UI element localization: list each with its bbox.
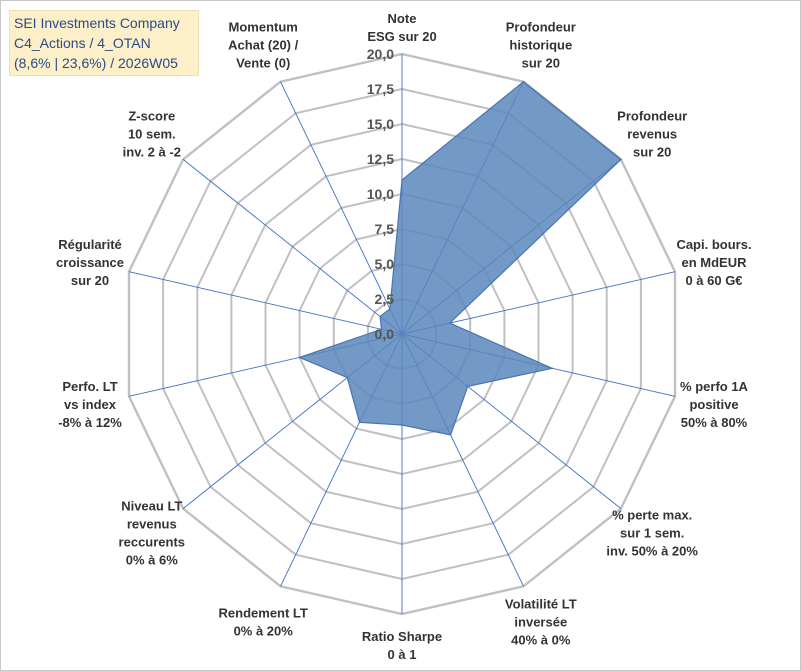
series-point bbox=[358, 421, 361, 424]
axis-label-line: inv. 2 à -2 bbox=[123, 144, 181, 159]
axis-label-line: 10 sem. bbox=[128, 126, 176, 141]
axis-label: Volatilité LT inversée 40% à 0% bbox=[505, 596, 577, 647]
axis-label-line: Rendement LT bbox=[219, 605, 308, 620]
series-point bbox=[522, 80, 525, 83]
radar-spoke bbox=[280, 81, 403, 335]
chart-title-box: SEI Investments Company C4_Actions / 4_O… bbox=[9, 10, 199, 76]
axis-label-line: historique bbox=[509, 38, 572, 53]
series-point bbox=[380, 328, 383, 331]
tick-label: 5,0 bbox=[375, 256, 395, 272]
axis-label-line: en MdEUR bbox=[682, 255, 748, 270]
axis-label: % perfo 1A positive 50% à 80% bbox=[680, 379, 749, 430]
axis-label: % perte max. sur 1 sem. inv. 50% à 20% bbox=[606, 508, 698, 559]
series-point bbox=[449, 322, 451, 324]
tick-label: 7,5 bbox=[375, 221, 395, 237]
tick-label: 17,5 bbox=[367, 81, 394, 97]
axis-label-line: 40% à 0% bbox=[511, 632, 571, 647]
series-point bbox=[551, 367, 553, 370]
axis-label-line: positive bbox=[689, 397, 738, 412]
tick-label: 0,0 bbox=[375, 326, 395, 342]
radar-spoke bbox=[128, 271, 403, 335]
radar-tick-labels: 0,0 2,5 5,0 7,5 10,0 12,5 15,0 17,5 20,0 bbox=[367, 46, 394, 342]
axis-label: Rendement LT 0% à 20% bbox=[219, 605, 308, 638]
radar-axis-labels: Note ESG sur 20 Profondeur historique sur 20… bbox=[56, 11, 752, 662]
axis-label-line: reccurents bbox=[119, 535, 185, 550]
axis-label-line: Note bbox=[388, 11, 417, 26]
axis-label: Z-score 10 sem. inv. 2 à -2 bbox=[123, 108, 181, 159]
axis-label-line: % perte max. bbox=[612, 508, 692, 523]
axis-label: Momentum Achat (20) / Vente (0) bbox=[228, 20, 298, 71]
axis-label-line: Z-score bbox=[128, 108, 175, 123]
tick-label: 2,5 bbox=[375, 291, 395, 307]
radar-series bbox=[297, 80, 622, 436]
tick-label: 20,0 bbox=[367, 46, 394, 62]
axis-label: Ratio Sharpe 0 à 1 bbox=[362, 629, 442, 662]
chart-title-line-3: (8,6% | 23,6%) / 2026W05 bbox=[14, 55, 178, 71]
axis-label-line: Capi. bours. bbox=[676, 237, 751, 252]
axis-label: Profondeur revenus sur 20 bbox=[617, 108, 687, 159]
axis-label: Niveau LT revenus reccurents 0% à 6% bbox=[119, 499, 185, 568]
axis-label-line: Régularité bbox=[58, 237, 122, 252]
axis-label-line: sur 1 sem. bbox=[620, 526, 684, 541]
chart-title-line-2: C4_Actions / 4_OTAN bbox=[14, 35, 151, 51]
axis-label-line: croissance bbox=[56, 255, 124, 270]
axis-label: Profondeur historique sur 20 bbox=[506, 20, 576, 71]
axis-label: Note ESG sur 20 bbox=[367, 11, 436, 44]
axis-label: Régularité croissance sur 20 bbox=[56, 237, 124, 288]
axis-label-line: Ratio Sharpe bbox=[362, 629, 442, 644]
axis-label-line: sur 20 bbox=[633, 144, 671, 159]
axis-label-line: Profondeur bbox=[506, 20, 576, 35]
tick-label: 12,5 bbox=[367, 151, 394, 167]
axis-label-line: Achat (20) / bbox=[228, 38, 298, 53]
axis-label: Perfo. LT vs index -8% à 12% bbox=[58, 379, 122, 430]
series-point bbox=[346, 376, 349, 379]
series-point bbox=[620, 158, 622, 161]
radar-spoke bbox=[182, 159, 403, 335]
axis-label-line: inv. 50% à 20% bbox=[606, 544, 698, 559]
axis-label-line: sur 20 bbox=[522, 56, 560, 71]
axis-label-line: Momentum bbox=[229, 20, 298, 35]
chart-title-line-1: SEI Investments Company bbox=[14, 15, 180, 31]
axis-label-line: Niveau LT bbox=[121, 499, 182, 514]
axis-label-line: vs index bbox=[64, 397, 117, 412]
axis-label-line: Perfo. LT bbox=[62, 379, 117, 394]
axis-label-line: inversée bbox=[514, 614, 567, 629]
axis-label-line: 50% à 80% bbox=[681, 415, 748, 430]
axis-label-line: 0 à 60 G€ bbox=[685, 273, 742, 288]
series-point bbox=[466, 385, 469, 388]
axis-label-line: ESG sur 20 bbox=[367, 29, 436, 44]
axis-label: Capi. bours. en MdEUR 0 à 60 G€ bbox=[676, 237, 751, 288]
axis-label-line: Vente (0) bbox=[236, 56, 290, 71]
axis-label-line: sur 20 bbox=[71, 273, 109, 288]
axis-label-line: revenus bbox=[627, 126, 677, 141]
axis-label-line: 0% à 6% bbox=[126, 553, 178, 568]
series-point bbox=[379, 315, 381, 318]
axis-label-line: -8% à 12% bbox=[58, 415, 122, 430]
series-area bbox=[297, 80, 622, 436]
axis-label-line: revenus bbox=[127, 517, 177, 532]
axis-label-line: % perfo 1A bbox=[680, 379, 749, 394]
axis-label-line: 0% à 20% bbox=[234, 623, 294, 638]
axis-label-line: 0 à 1 bbox=[388, 647, 417, 662]
series-point bbox=[449, 434, 452, 436]
axis-label-line: Profondeur bbox=[617, 108, 687, 123]
series-point bbox=[298, 356, 301, 359]
series-point bbox=[389, 308, 391, 310]
tick-label: 15,0 bbox=[367, 116, 394, 132]
series-point bbox=[401, 424, 403, 426]
axis-label-line: Volatilité LT bbox=[505, 596, 577, 611]
series-point bbox=[401, 179, 403, 181]
tick-label: 10,0 bbox=[367, 186, 394, 202]
